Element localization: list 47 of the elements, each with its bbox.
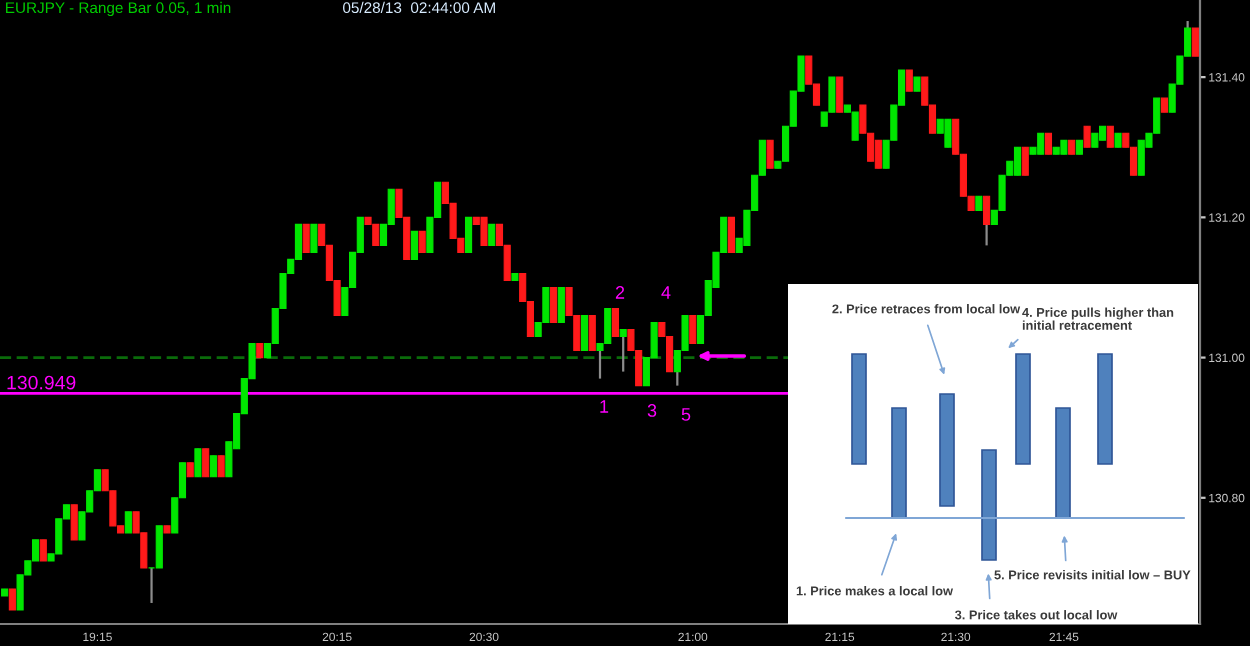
candlestick: [410, 230, 419, 260]
candlestick: [1013, 146, 1022, 177]
candlestick: [766, 139, 774, 170]
annotation: 2: [615, 286, 625, 299]
candlestick: [944, 118, 952, 149]
candlestick: [588, 314, 596, 352]
candlestick: [302, 223, 310, 253]
candlestick: [874, 139, 882, 170]
annotation: 4: [661, 286, 671, 299]
candlestick: [905, 69, 913, 92]
candlestick: [1021, 146, 1029, 177]
candlestick: [604, 307, 612, 345]
candlestick: [1191, 27, 1199, 57]
candlestick: [217, 454, 225, 478]
candlestick: [580, 314, 589, 352]
candlestick: [70, 504, 78, 541]
candlestick: [1137, 139, 1145, 177]
candlestick: [983, 195, 991, 247]
candlestick: [310, 223, 318, 253]
candlestick: [1106, 125, 1114, 149]
candlestick: [1083, 125, 1091, 149]
ref-line-label: 130.949: [7, 375, 76, 390]
candlestick: [727, 216, 736, 253]
candlestick: [1044, 132, 1053, 156]
candlestick: [689, 314, 697, 345]
candlestick: [39, 539, 47, 562]
candlestick: [488, 223, 496, 246]
candlestick: [851, 111, 859, 142]
candlestick: [418, 230, 426, 253]
candlestick: [550, 286, 558, 324]
annotation: 1: [600, 400, 609, 413]
annotation: 3: [647, 404, 657, 417]
candlestick: [464, 216, 473, 253]
candlestick: [619, 328, 627, 373]
candlestick: [480, 216, 488, 246]
candlestick: [124, 511, 132, 534]
candlestick: [1037, 132, 1045, 156]
candlestick: [209, 454, 217, 478]
candlestick: [8, 588, 16, 611]
candlestick: [836, 76, 844, 113]
annotation: 5: [681, 408, 691, 421]
candlestick: [372, 223, 380, 246]
candlestick: [557, 286, 565, 324]
candlestick: [611, 307, 620, 338]
candlestick: [194, 447, 202, 478]
candlestick: [155, 525, 163, 569]
candlestick: [202, 447, 210, 478]
